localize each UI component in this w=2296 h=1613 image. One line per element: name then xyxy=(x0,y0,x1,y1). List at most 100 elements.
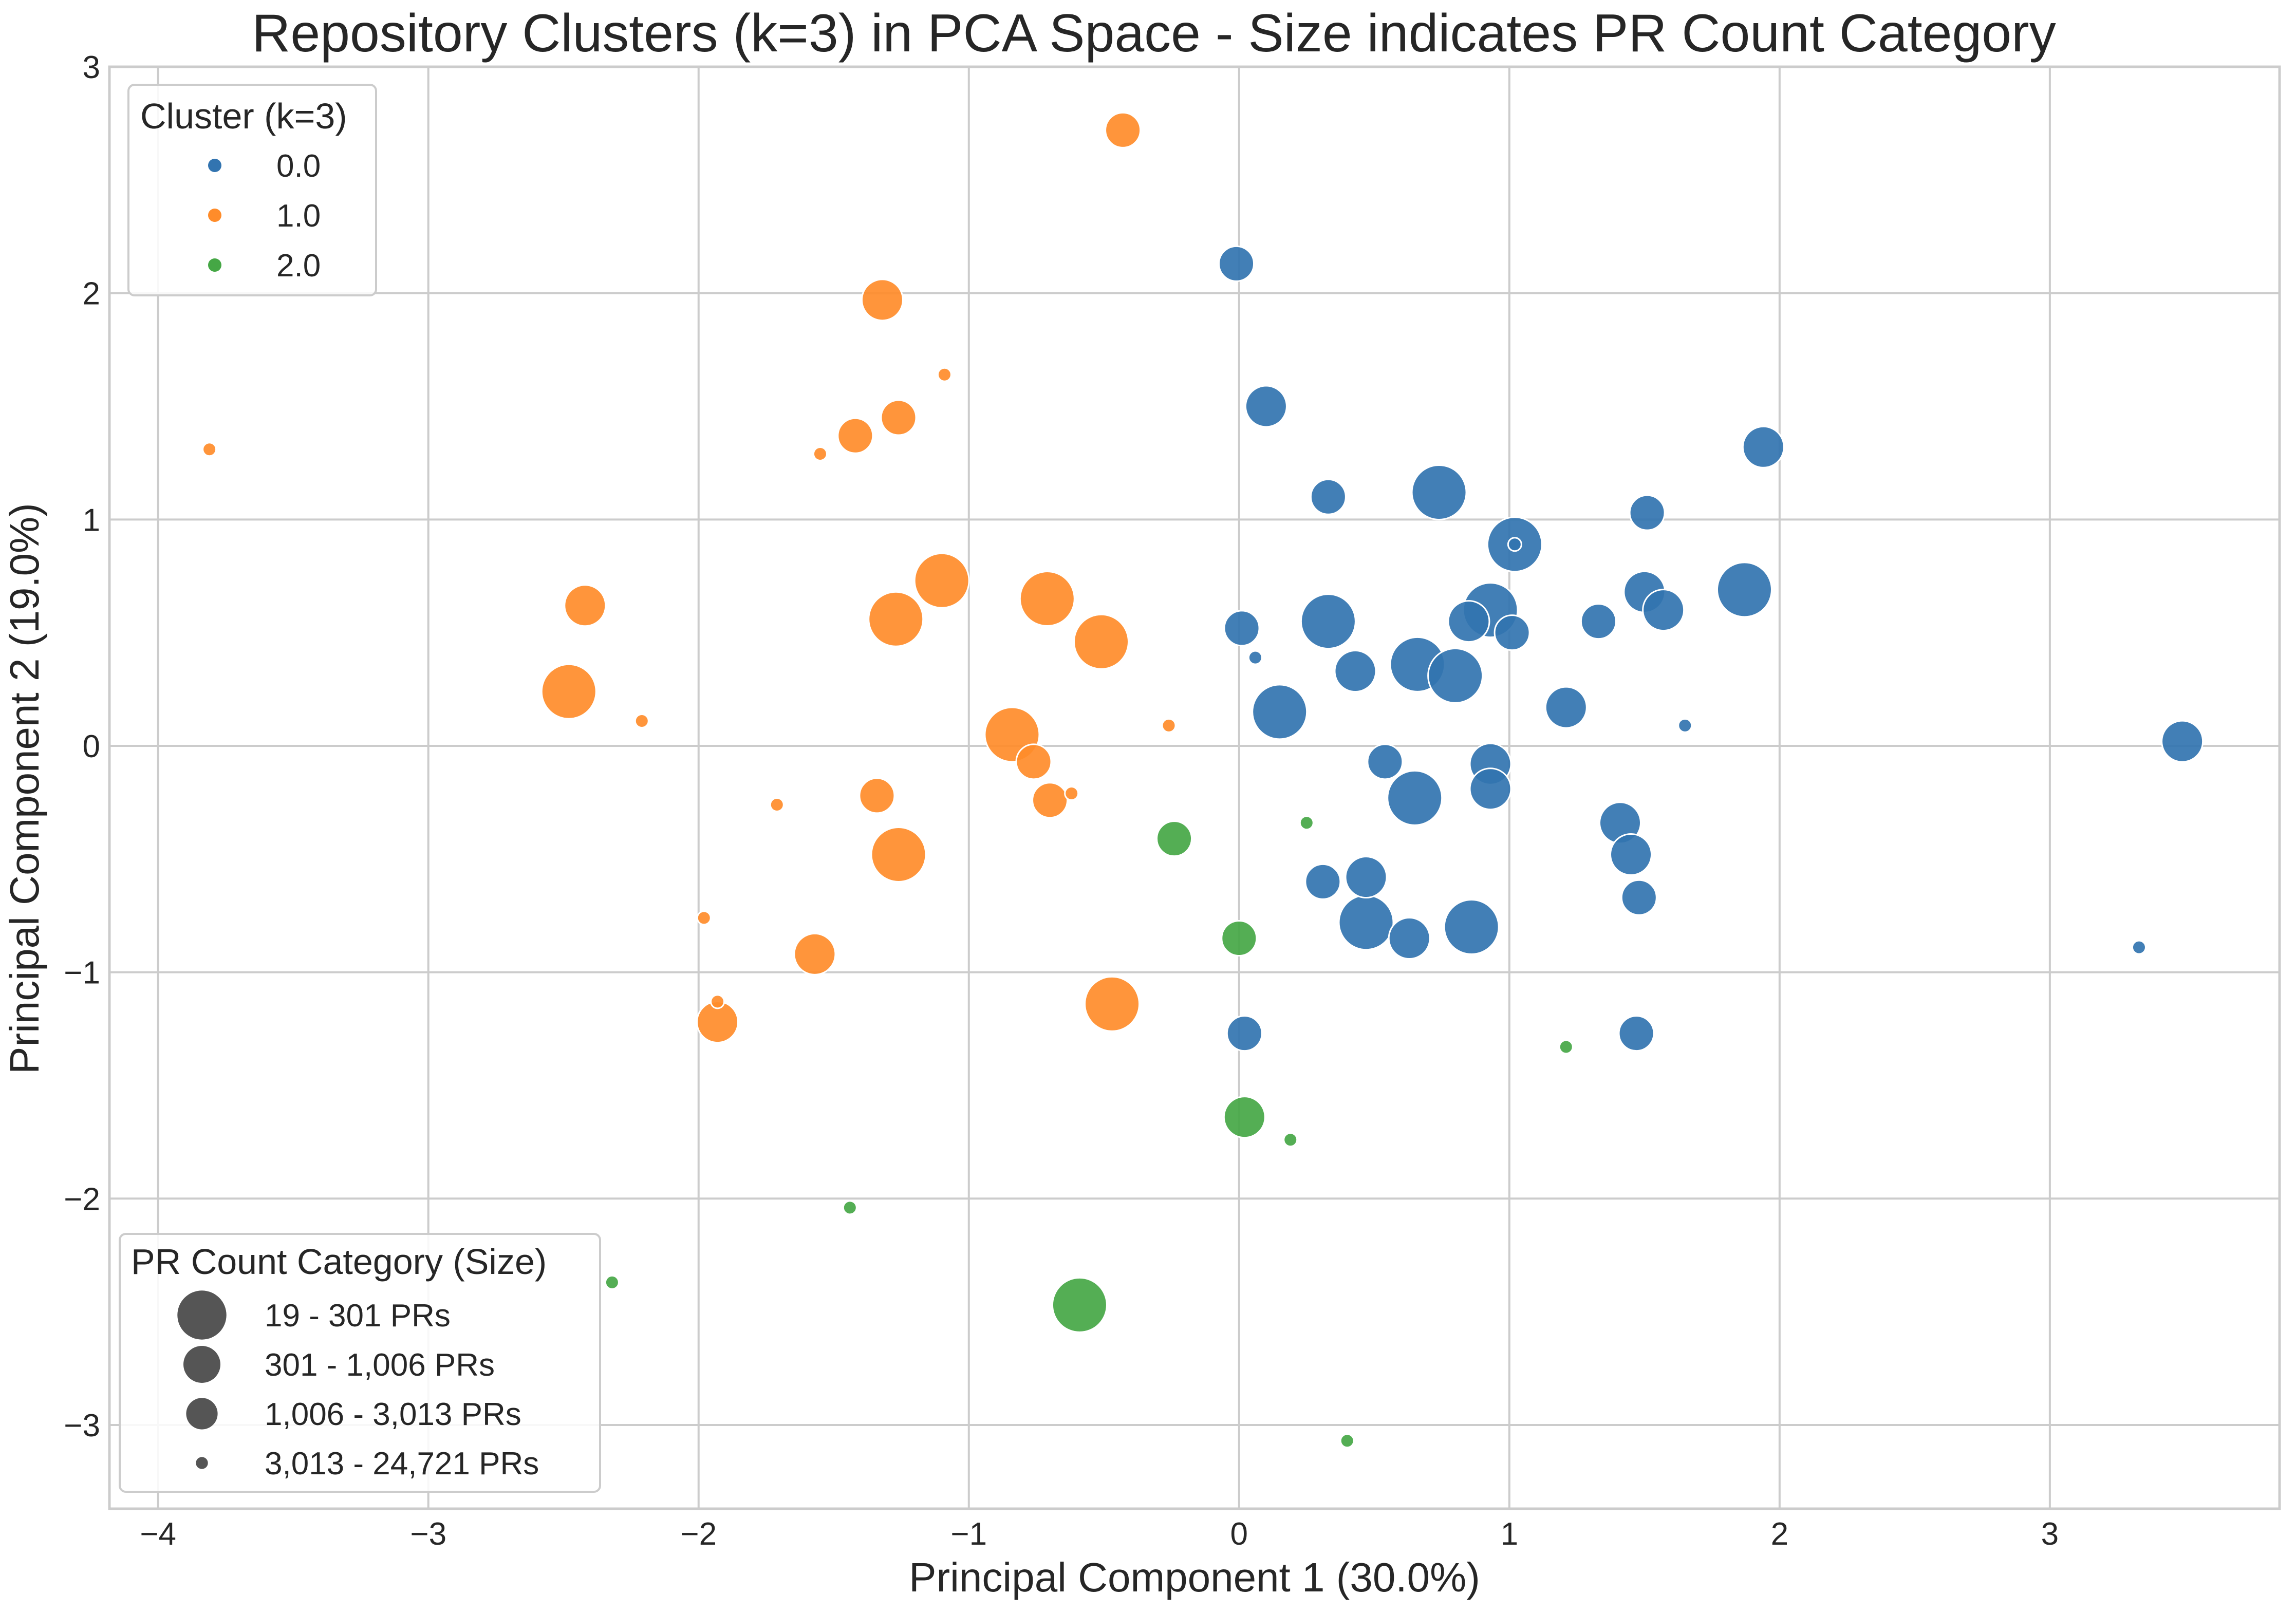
data-point-cluster-0-0 xyxy=(1642,589,1685,632)
data-point-cluster-0-0 xyxy=(1252,684,1308,740)
x-tick-label: −3 xyxy=(410,1516,446,1552)
data-point-cluster-0-0 xyxy=(1387,770,1443,826)
data-point-cluster-1-0 xyxy=(870,826,927,883)
size-legend-marker xyxy=(186,1398,218,1430)
data-point-cluster-1-0 xyxy=(634,714,649,729)
data-point-cluster-2-0 xyxy=(1299,815,1314,831)
data-point-cluster-1-0 xyxy=(696,910,712,926)
data-point-cluster-2-0 xyxy=(1339,1433,1355,1449)
size-legend-title: PR Count Category (Size) xyxy=(131,1242,547,1282)
data-point-cluster-0-0 xyxy=(1716,561,1772,618)
y-tick-label: 1 xyxy=(83,502,100,538)
data-point-cluster-1-0 xyxy=(564,584,607,627)
data-point-cluster-0-0 xyxy=(1244,385,1287,428)
y-tick-label: 3 xyxy=(83,50,100,85)
y-axis-label: Principal Component 2 (19.0%) xyxy=(2,503,47,1074)
data-point-cluster-2-0 xyxy=(1558,1039,1574,1055)
data-point-cluster-0-0 xyxy=(1310,478,1347,515)
cluster-legend-label: 2.0 xyxy=(276,248,321,284)
data-point-cluster-0-0 xyxy=(1447,600,1490,643)
data-point-cluster-1-0 xyxy=(769,797,785,813)
size-legend-label: 1,006 - 3,013 PRs xyxy=(265,1397,521,1432)
data-point-cluster-0-0 xyxy=(1494,614,1530,651)
data-point-cluster-2-0 xyxy=(1221,920,1258,957)
data-point-cluster-0-0 xyxy=(1618,1015,1655,1052)
y-tick-label: −1 xyxy=(64,955,100,991)
data-point-cluster-2-0 xyxy=(842,1200,857,1215)
size-legend-label: 3,013 - 24,721 PRs xyxy=(265,1446,539,1481)
data-point-cluster-2-0 xyxy=(1051,1277,1108,1333)
size-legend-entries: 19 - 301 PRs 301 - 1,006 PRs 1,006 - 3,013… xyxy=(177,1290,539,1481)
size-legend: PR Count Category (Size) 19 - 301 PRs 301… xyxy=(119,1233,601,1493)
cluster-legend-title: Cluster (k=3) xyxy=(140,96,347,136)
data-point-cluster-1-0 xyxy=(837,417,874,454)
cluster-legend-marker xyxy=(208,258,221,272)
data-point-cluster-1-0 xyxy=(1019,571,1075,627)
data-point-cluster-1-0 xyxy=(812,446,828,462)
x-axis-label: Principal Component 1 (30.0%) xyxy=(909,1554,1480,1600)
cluster-legend-label: 0.0 xyxy=(276,148,321,184)
data-point-cluster-2-0 xyxy=(604,1274,620,1290)
data-point-cluster-0-0 xyxy=(1427,647,1484,704)
data-point-cluster-0-0 xyxy=(1469,767,1512,811)
data-point-cluster-2-0 xyxy=(1223,1096,1266,1139)
x-tick-label: −4 xyxy=(140,1516,176,1552)
data-point-cluster-1-0 xyxy=(202,442,217,457)
y-tick-label: 2 xyxy=(83,276,100,312)
data-point-cluster-1-0 xyxy=(1105,111,1142,148)
data-point-cluster-0-0 xyxy=(1507,537,1522,552)
cluster-legend-entries: 0.0 1.0 2.0 xyxy=(208,148,321,284)
x-tick-label: 1 xyxy=(1501,1516,1518,1552)
chart-title: Repository Clusters (k=3) in PCA Space -… xyxy=(252,4,2056,63)
data-point-cluster-1-0 xyxy=(861,278,904,322)
data-point-cluster-1-0 xyxy=(868,591,924,647)
data-point-cluster-1-0 xyxy=(880,399,917,436)
data-point-cluster-0-0 xyxy=(1300,593,1356,650)
data-point-cluster-0-0 xyxy=(1218,245,1255,282)
data-point-cluster-0-0 xyxy=(1620,879,1657,916)
x-tick-label: −2 xyxy=(680,1516,717,1552)
size-legend-marker xyxy=(183,1346,220,1383)
data-point-cluster-1-0 xyxy=(793,932,836,976)
cluster-legend-marker xyxy=(208,209,221,222)
data-points xyxy=(202,111,2204,1449)
data-point-cluster-1-0 xyxy=(1161,718,1177,733)
data-point-cluster-2-0 xyxy=(1283,1132,1298,1148)
data-point-cluster-0-0 xyxy=(1677,718,1693,733)
data-point-cluster-0-0 xyxy=(1742,425,1785,468)
y-tick-label: 0 xyxy=(83,729,100,764)
data-point-cluster-0-0 xyxy=(2131,940,2146,955)
x-tick-label: 2 xyxy=(1771,1516,1788,1552)
data-point-cluster-0-0 xyxy=(1388,917,1431,960)
y-tick-label: −2 xyxy=(64,1181,100,1217)
cluster-legend-box xyxy=(127,84,377,296)
cluster-legend-label: 1.0 xyxy=(276,198,321,234)
data-point-cluster-0-0 xyxy=(1580,603,1617,640)
plot-frame xyxy=(108,65,2281,1510)
data-point-cluster-0-0 xyxy=(1338,894,1394,951)
size-legend-marker xyxy=(177,1290,227,1340)
data-point-cluster-1-0 xyxy=(913,552,970,609)
data-point-cluster-1-0 xyxy=(858,777,895,814)
cluster-legend: Cluster (k=3) 0.0 1.0 2.0 xyxy=(127,84,377,296)
y-tick-label: −3 xyxy=(64,1408,100,1443)
data-point-cluster-1-0 xyxy=(1073,613,1130,670)
data-point-cluster-0-0 xyxy=(1334,650,1377,693)
data-point-cluster-0-0 xyxy=(1544,686,1588,729)
x-tick-label: −1 xyxy=(950,1516,987,1552)
size-legend-box xyxy=(119,1233,601,1493)
data-point-cluster-1-0 xyxy=(540,663,597,720)
data-point-cluster-0-0 xyxy=(1223,610,1260,647)
size-legend-label: 301 - 1,006 PRs xyxy=(265,1347,495,1383)
data-point-cluster-0-0 xyxy=(1304,863,1341,900)
size-legend-marker xyxy=(196,1457,208,1469)
data-point-cluster-1-0 xyxy=(1084,976,1141,1032)
tick-labels: −4 −3 −2 −1 0 1 2 3 −3 −2 −1 0 1 2 3 xyxy=(64,50,2059,1552)
size-legend-label: 19 - 301 PRs xyxy=(265,1298,451,1334)
data-point-cluster-0-0 xyxy=(1345,856,1388,899)
data-point-cluster-1-0 xyxy=(1015,743,1052,780)
data-point-cluster-0-0 xyxy=(1247,650,1263,665)
data-point-cluster-1-0 xyxy=(1032,782,1069,819)
data-point-cluster-2-0 xyxy=(1156,820,1193,857)
